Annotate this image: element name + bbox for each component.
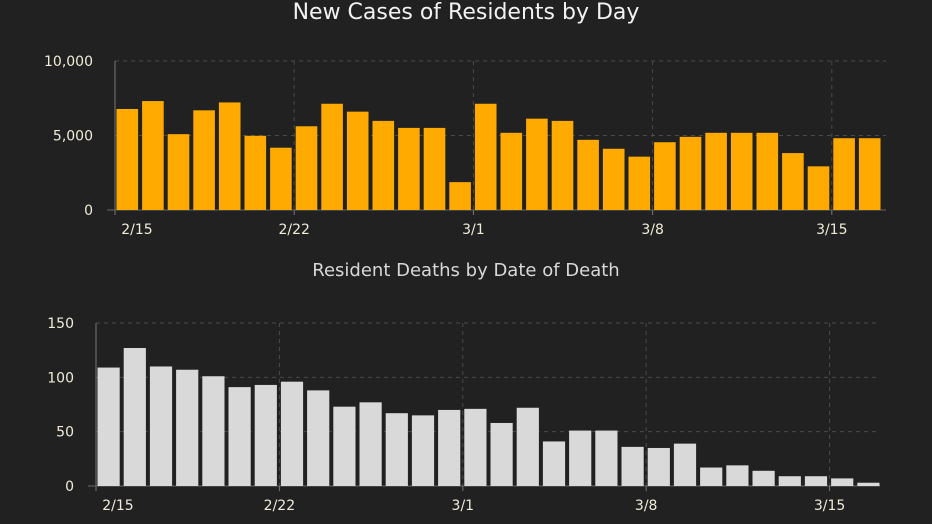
cases-y-tick-label: 10,000	[44, 54, 93, 70]
deaths-bar-3-5	[569, 430, 592, 486]
cases-bar-3-4	[551, 120, 574, 210]
cases-x-tick-label: 2/15	[121, 222, 152, 238]
cases-bar-3-15	[833, 138, 855, 210]
cases-bar-2-27	[423, 127, 446, 210]
cases-bar-3-10	[705, 132, 727, 210]
deaths-bar-3-6	[595, 430, 618, 486]
deaths-bar-2-26	[385, 413, 408, 486]
deaths-bar-3-16	[857, 482, 880, 486]
cases-x-tick-label: 3/8	[641, 222, 664, 238]
deaths-bar-2-25	[359, 402, 382, 486]
cases-bar-3-16	[858, 138, 881, 210]
deaths-bar-3-8	[647, 447, 670, 486]
deaths-bar-3-3	[516, 407, 539, 486]
cases-bar-3-2	[500, 132, 523, 210]
cases-x-tick-label: 3/1	[462, 222, 485, 238]
deaths-bar-2-18	[176, 369, 199, 486]
deaths-bar-3-10	[700, 467, 723, 486]
deaths-bar-3-9	[673, 443, 697, 486]
cases-y-tick-label: 5,000	[53, 129, 93, 145]
deaths-bar-3-15	[831, 478, 854, 486]
cases-bar-3-3	[526, 118, 548, 210]
deaths-bar-2-27	[411, 415, 435, 486]
cases-bar-3-7	[628, 156, 651, 210]
cases-bar-2-25	[372, 120, 395, 210]
deaths-bar-2-20	[228, 387, 251, 486]
cases-bar-2-19	[218, 102, 241, 210]
cases-bar-3-11	[730, 132, 753, 210]
deaths-y-tick-label: 0	[65, 479, 74, 495]
deaths-y-tick-label: 150	[47, 316, 74, 332]
cases-bar-2-24	[346, 111, 369, 210]
cases-x-tick-label: 2/22	[278, 222, 309, 238]
deaths-bar-3-12	[752, 470, 775, 486]
cases-bar-3-12	[756, 132, 779, 210]
cases-bar-3-5	[577, 139, 599, 210]
deaths-chart-title: Resident Deaths by Date of Death	[312, 260, 620, 281]
cases-chart-title: New Cases of Residents by Day	[292, 0, 640, 25]
deaths-bar-2-17	[149, 366, 173, 486]
cases-bar-3-9	[679, 136, 702, 210]
cases-bar-2-20	[244, 135, 267, 210]
cases-bar-2-22	[295, 126, 318, 210]
cases-bar-2-23	[321, 103, 343, 210]
cases-bar-2-15	[116, 108, 139, 210]
cases-y-tick-label: 0	[84, 203, 93, 219]
cases-bar-2-28	[449, 182, 471, 210]
deaths-bar-2-21	[254, 384, 277, 486]
deaths-bar-2-24	[333, 406, 356, 486]
cases-bar-2-26	[398, 127, 420, 210]
deaths-x-tick-label: 3/15	[814, 498, 845, 514]
deaths-y-tick-label: 50	[56, 425, 74, 441]
cases-bar-2-16	[142, 101, 164, 210]
cases-bar-3-6	[602, 148, 625, 210]
cases-bar-2-17	[167, 134, 190, 210]
deaths-bar-3-11	[726, 465, 749, 486]
cases-bar-2-18	[193, 110, 215, 210]
deaths-bar-2-28	[438, 409, 461, 486]
deaths-bar-2-15	[97, 367, 120, 486]
deaths-bar-3-2	[490, 422, 513, 486]
deaths-x-tick-label: 2/15	[102, 498, 133, 514]
cases-bar-3-14	[807, 166, 830, 210]
cases-bar-3-1	[474, 103, 497, 210]
deaths-bar-3-4	[542, 441, 566, 486]
cases-x-tick-label: 3/15	[816, 222, 847, 238]
deaths-bar-2-16	[123, 347, 146, 486]
deaths-bar-2-19	[202, 376, 225, 486]
deaths-bar-3-13	[778, 476, 801, 486]
deaths-bar-2-23	[307, 390, 330, 486]
deaths-bar-3-14	[804, 476, 828, 486]
cases-bar-3-8	[654, 142, 676, 210]
deaths-bar-2-22	[280, 381, 304, 486]
cases-bar-3-13	[782, 153, 804, 210]
deaths-bar-3-1	[464, 408, 487, 486]
deaths-x-tick-label: 3/1	[452, 498, 475, 514]
deaths-x-tick-label: 3/8	[635, 498, 658, 514]
deaths-bar-3-7	[621, 446, 644, 486]
deaths-y-tick-label: 100	[47, 370, 74, 386]
deaths-x-tick-label: 2/22	[264, 498, 295, 514]
cases-bar-2-21	[270, 147, 292, 210]
